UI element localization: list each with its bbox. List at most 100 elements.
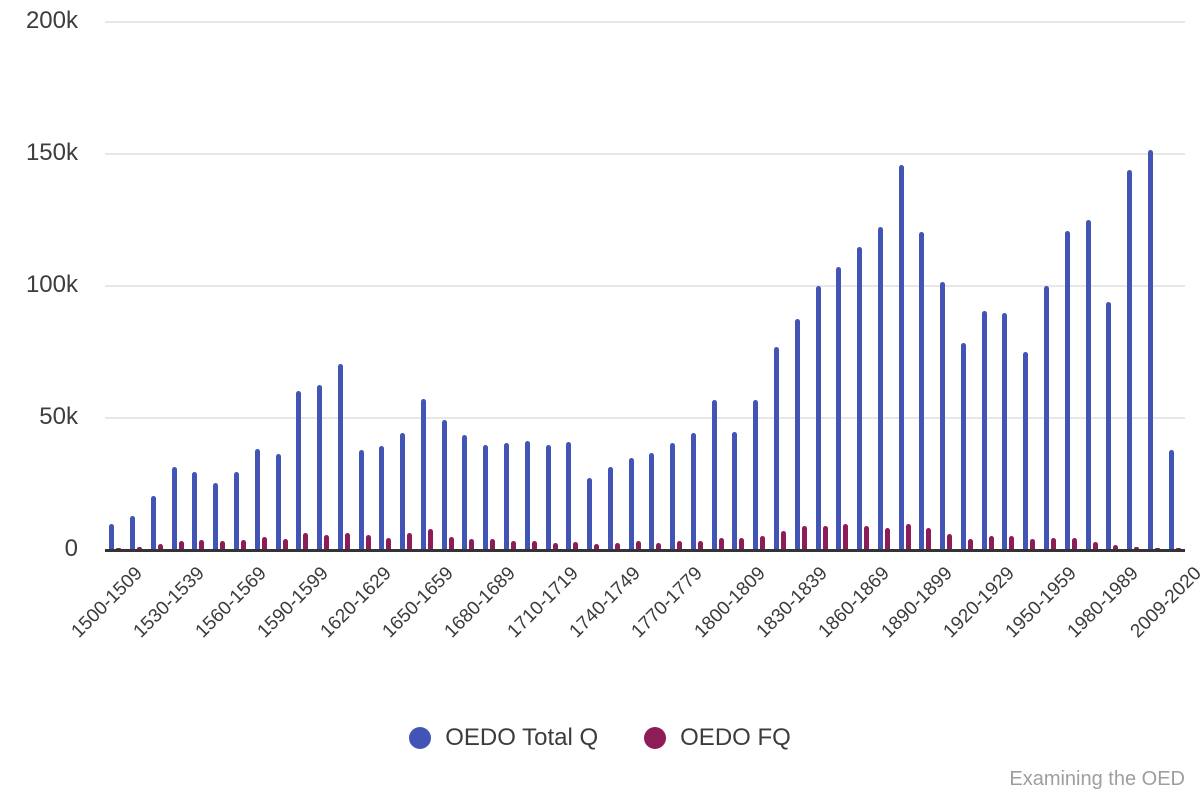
bar-group — [437, 21, 458, 549]
bar-fq — [552, 542, 558, 549]
bar-total-q — [898, 164, 904, 549]
bar-fq — [448, 537, 454, 549]
bar-fq — [157, 543, 163, 549]
bar-group — [853, 21, 874, 549]
y-axis-label: 50k — [39, 403, 78, 430]
bar-fq — [926, 528, 932, 549]
bar-group — [687, 21, 708, 549]
y-axis: 0 50k 100k 150k 200k — [0, 0, 78, 600]
legend-label-total-q: OEDO Total Q — [445, 724, 599, 751]
bar-total-q — [192, 472, 198, 549]
legend-label-fq: OEDO FQ — [680, 724, 791, 751]
bar-group — [645, 21, 666, 549]
bar-fq — [780, 530, 786, 549]
bar-total-q — [1064, 230, 1070, 549]
bar-group — [811, 21, 832, 549]
bar-fq — [843, 523, 849, 549]
bar-total-q — [317, 385, 323, 549]
watermark: Examining the OED — [1009, 768, 1185, 790]
bar-fq — [282, 538, 288, 549]
bar-group — [209, 21, 230, 549]
bar-total-q — [109, 523, 115, 549]
x-axis: 1500-1509 1530-1539 1560-1569 1590-1599 1620… — [0, 563, 1200, 683]
bar-total-q — [628, 457, 634, 549]
bar-total-q — [171, 467, 177, 549]
bar-total-q — [1023, 352, 1029, 549]
bar-total-q — [296, 390, 302, 549]
bar-total-q — [587, 477, 593, 549]
bar-group — [188, 21, 209, 549]
bar-fq — [344, 532, 350, 549]
bar-group — [396, 21, 417, 549]
bar-total-q — [981, 311, 987, 549]
bar-total-q — [857, 246, 863, 549]
bar-group — [1081, 21, 1102, 549]
bar-fq — [324, 535, 330, 549]
bar-group — [271, 21, 292, 549]
bar-fq — [718, 537, 724, 549]
y-axis-label: 150k — [25, 139, 78, 166]
bar-group — [500, 21, 521, 549]
bar-total-q — [711, 399, 717, 549]
bar-group — [894, 21, 915, 549]
bar-total-q — [690, 432, 696, 549]
bar-total-q — [773, 347, 779, 549]
bar-group — [479, 21, 500, 549]
bar-total-q — [379, 446, 385, 549]
bar-group — [458, 21, 479, 549]
bar-total-q — [836, 266, 842, 549]
bar-fq — [1071, 538, 1077, 549]
bar-fq — [386, 537, 392, 549]
bar-group — [666, 21, 687, 549]
bar-group — [520, 21, 541, 549]
bar-group — [749, 21, 770, 549]
bar-total-q — [607, 467, 613, 549]
bar-total-q — [483, 444, 489, 549]
bar-total-q — [815, 286, 821, 549]
bar-fq — [967, 538, 973, 549]
bar-fq — [884, 527, 890, 549]
bar-total-q — [441, 419, 447, 549]
bar-fq — [407, 532, 413, 549]
bar-group — [770, 21, 791, 549]
bar-group — [1019, 21, 1040, 549]
bar-group — [998, 21, 1019, 549]
bar-group — [977, 21, 998, 549]
bar-group — [707, 21, 728, 549]
bar-total-q — [1043, 286, 1049, 549]
bar-fq — [947, 534, 953, 549]
bar-fq — [614, 542, 620, 549]
bar-fq — [739, 538, 745, 549]
bar-fq — [137, 547, 143, 549]
bar-fq — [656, 542, 662, 549]
bar-fq — [220, 541, 226, 549]
bar-group — [147, 21, 168, 549]
bar-total-q — [1106, 302, 1112, 549]
gridline — [105, 285, 1185, 287]
bar-group — [250, 21, 271, 549]
y-axis-label: 200k — [25, 7, 78, 34]
bar-fq — [1175, 548, 1181, 549]
bar-fq — [1092, 542, 1098, 549]
bar-fq — [469, 538, 475, 549]
bar-group — [832, 21, 853, 549]
bar-fq — [427, 528, 433, 549]
bar-group — [1123, 21, 1144, 549]
bar-total-q — [1147, 150, 1153, 549]
bar-fq — [240, 540, 246, 549]
bar-total-q — [130, 516, 136, 549]
bar-fq — [261, 536, 267, 549]
bar-fq — [635, 540, 641, 549]
bar-group — [936, 21, 957, 549]
bar-group — [126, 21, 147, 549]
bar-fq — [365, 535, 371, 549]
legend-item-total-q: OEDO Total Q — [409, 724, 598, 752]
bar-fq — [1030, 538, 1036, 549]
bar-fq — [594, 543, 600, 549]
bar-fq — [510, 540, 516, 549]
bar-total-q — [545, 444, 551, 549]
bar-group — [1143, 21, 1164, 549]
bar-fq — [697, 540, 703, 549]
bar-group — [1164, 21, 1185, 549]
